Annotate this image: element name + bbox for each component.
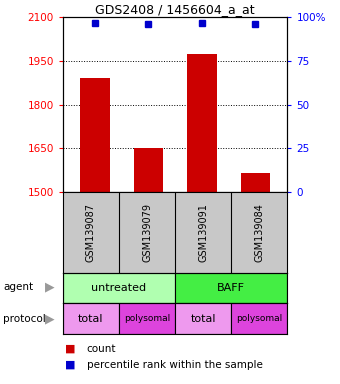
Text: agent: agent — [3, 282, 34, 292]
Text: polysomal: polysomal — [124, 314, 170, 323]
Text: ■: ■ — [65, 360, 75, 370]
Bar — [134, 148, 163, 192]
Text: GSM139091: GSM139091 — [198, 203, 208, 262]
Text: GSM139084: GSM139084 — [254, 203, 264, 262]
Text: ▶: ▶ — [45, 312, 54, 325]
Bar — [175, 273, 287, 303]
Bar — [63, 273, 175, 303]
Text: percentile rank within the sample: percentile rank within the sample — [87, 360, 262, 370]
Bar — [240, 173, 270, 192]
Text: polysomal: polysomal — [236, 314, 283, 323]
Text: total: total — [190, 314, 216, 324]
Bar — [119, 303, 175, 334]
Text: ■: ■ — [65, 344, 75, 354]
Text: GSM139079: GSM139079 — [142, 203, 152, 262]
Text: untreated: untreated — [91, 283, 147, 293]
Text: BAFF: BAFF — [217, 283, 245, 293]
Bar — [175, 303, 231, 334]
Bar — [80, 78, 109, 192]
Bar — [63, 303, 119, 334]
Text: ▶: ▶ — [45, 280, 54, 293]
Text: protocol: protocol — [3, 314, 46, 324]
Title: GDS2408 / 1456604_a_at: GDS2408 / 1456604_a_at — [95, 3, 255, 16]
Text: total: total — [78, 314, 104, 324]
Text: GSM139087: GSM139087 — [86, 203, 96, 262]
Text: count: count — [87, 344, 116, 354]
Bar — [187, 54, 217, 192]
Bar — [231, 303, 287, 334]
